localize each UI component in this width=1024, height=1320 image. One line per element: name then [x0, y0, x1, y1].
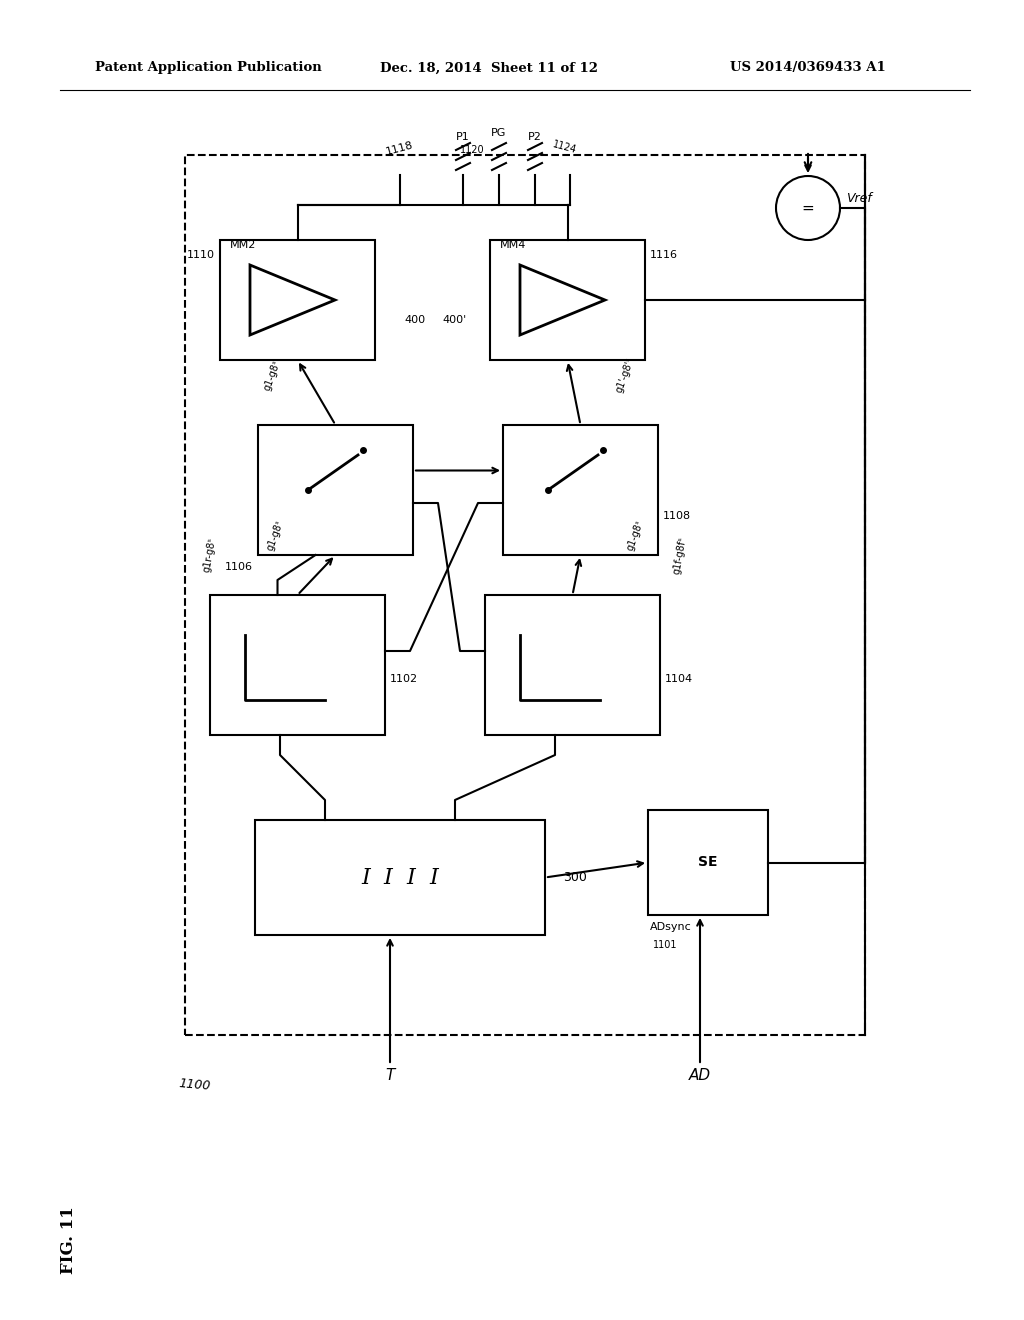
- Text: SE: SE: [698, 855, 718, 870]
- Text: MM2: MM2: [230, 240, 256, 249]
- Bar: [220, 240, 375, 360]
- Text: g1-g8ˢ: g1-g8ˢ: [265, 519, 285, 552]
- Text: P1: P1: [456, 132, 470, 143]
- Text: 1116: 1116: [650, 249, 678, 260]
- Text: FIG. 11: FIG. 11: [60, 1206, 77, 1274]
- Text: 300: 300: [563, 871, 587, 884]
- Text: g1r-g8ˢ: g1r-g8ˢ: [202, 537, 218, 573]
- Bar: [648, 810, 768, 915]
- Bar: [503, 425, 658, 554]
- Text: Patent Application Publication: Patent Application Publication: [95, 62, 322, 74]
- Bar: [210, 595, 385, 735]
- Text: US 2014/0369433 A1: US 2014/0369433 A1: [730, 62, 886, 74]
- Text: AD: AD: [689, 1068, 711, 1082]
- Text: g1-g8ˢ: g1-g8ˢ: [625, 519, 645, 552]
- Text: 1110: 1110: [187, 249, 215, 260]
- Text: 400: 400: [404, 315, 426, 325]
- Bar: [255, 820, 545, 935]
- Bar: [485, 595, 660, 735]
- Text: 1120: 1120: [460, 145, 484, 154]
- Text: 1101: 1101: [653, 940, 678, 950]
- Text: MM4: MM4: [500, 240, 526, 249]
- Text: 1100: 1100: [178, 1077, 212, 1093]
- Text: 1108: 1108: [663, 511, 691, 521]
- Bar: [490, 240, 645, 360]
- Text: Dec. 18, 2014  Sheet 11 of 12: Dec. 18, 2014 Sheet 11 of 12: [380, 62, 598, 74]
- Text: 1118: 1118: [385, 140, 415, 157]
- Text: I  I  I  I: I I I I: [361, 866, 439, 888]
- Bar: [258, 425, 413, 554]
- Text: ADsync: ADsync: [650, 921, 692, 932]
- Bar: [185, 154, 865, 1035]
- Text: g1f-g8fˢ: g1f-g8fˢ: [672, 536, 688, 574]
- Text: 1106: 1106: [225, 562, 253, 572]
- Text: 1124: 1124: [552, 139, 579, 154]
- Text: 1102: 1102: [390, 675, 418, 684]
- Text: g1'-g8'ˢ: g1'-g8'ˢ: [614, 356, 636, 393]
- Text: P2: P2: [528, 132, 542, 143]
- Text: Vref: Vref: [846, 191, 871, 205]
- Text: PG: PG: [492, 128, 507, 139]
- Text: =: =: [802, 201, 814, 215]
- Text: g1-g8ˢ: g1-g8ˢ: [262, 358, 283, 392]
- Text: T: T: [385, 1068, 394, 1082]
- Text: 1104: 1104: [665, 675, 693, 684]
- Text: 400': 400': [442, 315, 467, 325]
